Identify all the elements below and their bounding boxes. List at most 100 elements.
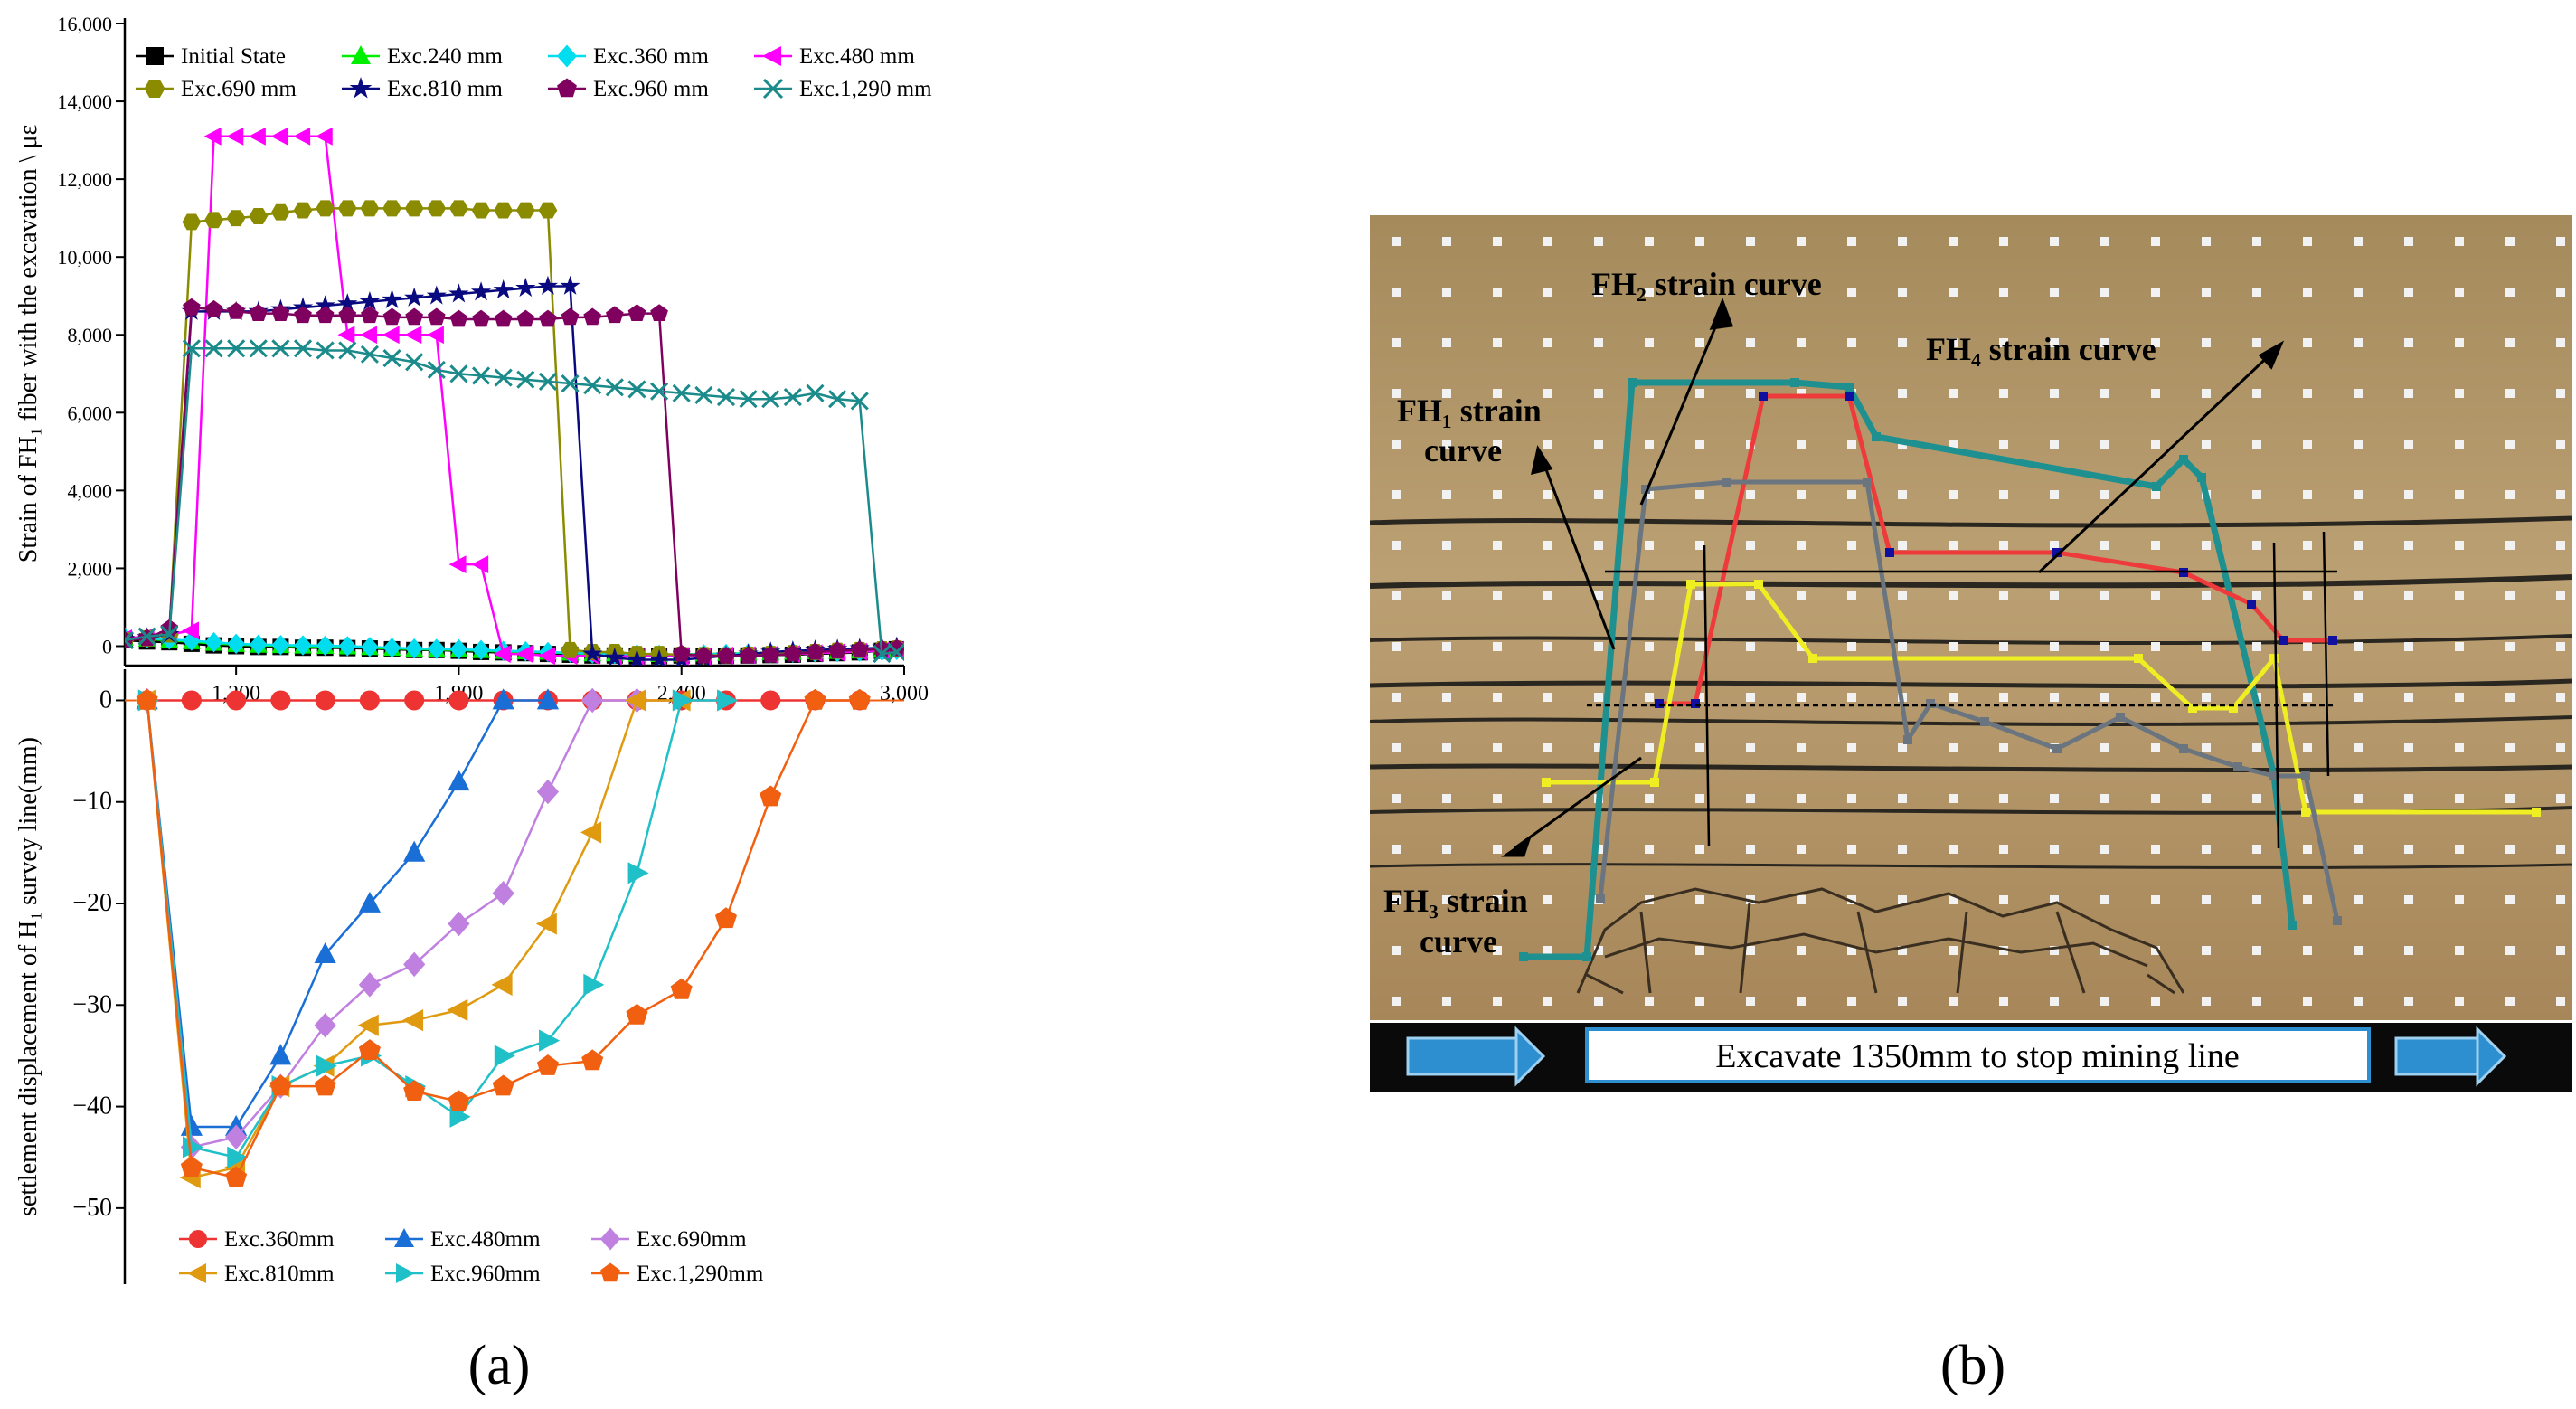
panel-label-b: (b) (1940, 1335, 2005, 1396)
data-point (448, 770, 470, 791)
legend-label: Exc.480 mm (799, 44, 915, 69)
data-point (160, 625, 179, 644)
data-point (181, 690, 202, 711)
data-point (739, 390, 758, 409)
series-exc-810mm (135, 689, 691, 1189)
data-point (316, 200, 335, 217)
data-point (494, 202, 514, 219)
data-point (583, 376, 602, 395)
data-point (315, 295, 335, 315)
data-point (717, 689, 739, 712)
data-point (537, 275, 559, 295)
data-point (427, 307, 446, 326)
fh1-curve-point (1845, 383, 1854, 392)
fh4-curve-point (2233, 762, 2242, 771)
data-point (806, 383, 825, 402)
data-point (358, 891, 382, 913)
data-point (204, 631, 223, 653)
data-point (293, 202, 313, 219)
legend-marker (146, 47, 164, 65)
data-point (760, 785, 782, 807)
data-point (472, 639, 490, 661)
series-line (146, 699, 637, 1149)
fh1-curve-point (2179, 455, 2188, 464)
legend-label: Exc.810 mm (387, 77, 503, 101)
data-point (204, 299, 223, 317)
data-point (714, 907, 738, 929)
data-point (448, 911, 470, 937)
top-x-tick-label: 3,000 (880, 682, 929, 705)
data-point (427, 200, 447, 217)
legend-entry: Exc.690 mm (136, 77, 297, 101)
data-point (535, 913, 557, 935)
data-point (403, 1080, 426, 1101)
fh4-curve-point (1596, 894, 1605, 903)
data-point (182, 213, 202, 231)
fh3-curve-point (1542, 778, 1551, 787)
data-point (760, 690, 781, 711)
legend-marker (187, 1263, 206, 1283)
data-point (583, 307, 602, 326)
legend-marker (557, 78, 577, 98)
fh3-curve-point (1754, 580, 1763, 589)
legend-marker (557, 44, 577, 68)
fh2-curve-point (1691, 699, 1700, 708)
data-point (828, 390, 847, 409)
fh2-label: FH₂ strain curve (1591, 266, 1822, 302)
data-point (494, 309, 513, 327)
data-point (560, 275, 580, 295)
legend-entry: Exc.1,290 mm (754, 77, 932, 101)
legend-entry: Exc.480 mm (754, 44, 915, 69)
data-point (249, 634, 268, 656)
data-point (361, 306, 379, 324)
series-line (146, 699, 548, 1129)
top-y-tick-label: 16,000 (58, 13, 113, 35)
data-point (539, 309, 557, 327)
data-point (449, 364, 468, 383)
data-point (226, 690, 247, 711)
data-point (405, 638, 424, 659)
fh4-label: FH₄ strain curve (1926, 331, 2156, 367)
data-point (382, 349, 401, 368)
data-point (536, 779, 560, 805)
series-exc-1-290-mm (125, 339, 904, 664)
data-point (427, 326, 444, 345)
fh1-label-line1: FH₁ strain (1397, 392, 1542, 429)
fh4-curve-point (1722, 478, 1731, 487)
bottom-y-tick-label: −40 (72, 1092, 112, 1121)
legend-entry: Exc.960 mm (548, 77, 709, 101)
data-point (515, 645, 533, 663)
data-point (316, 306, 335, 324)
data-point (316, 1054, 337, 1077)
data-point (492, 1074, 514, 1096)
data-point (382, 288, 402, 308)
data-point (382, 307, 401, 326)
fh4-curve-point (2052, 744, 2062, 753)
series-exc-690mm (136, 687, 648, 1160)
data-point (672, 689, 694, 712)
data-point (493, 645, 511, 663)
legend-marker (189, 1230, 207, 1248)
data-point (538, 372, 558, 391)
legend-label: Exc.1,290mm (637, 1262, 764, 1286)
legend-entry: Exc.240 mm (342, 44, 503, 69)
legend-label: Exc.690 mm (181, 77, 297, 101)
fh4-curve-point (1926, 699, 1935, 708)
fh4-curve-point (1903, 735, 1912, 744)
data-point (360, 345, 379, 364)
fh3-curve-point (2188, 704, 2197, 713)
fh1-curve-point (1872, 432, 1881, 441)
data-point (449, 638, 468, 660)
data-point (271, 203, 290, 221)
fh3-curve-point (2301, 808, 2310, 817)
data-point (271, 634, 290, 656)
series-exc-690-mm (125, 200, 904, 664)
legend-label: Exc.960 mm (593, 77, 709, 101)
data-point (269, 1044, 292, 1065)
data-point (404, 690, 425, 711)
legend-entry: Initial State (136, 44, 286, 69)
data-point (561, 374, 580, 393)
fh4-curve-point (2179, 744, 2188, 753)
data-point (183, 298, 201, 316)
fh3-curve-point (1650, 778, 1659, 787)
